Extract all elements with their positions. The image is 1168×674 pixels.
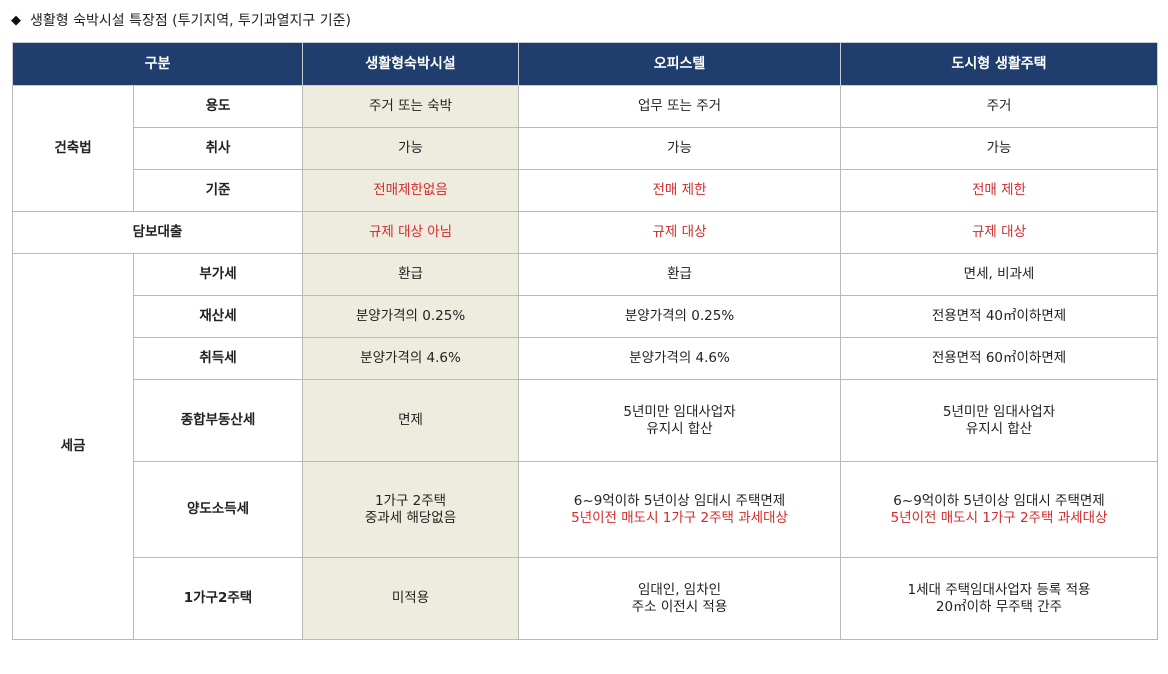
row-label-cooking: 취사 xyxy=(132,127,304,170)
cell-line-emphasis: 5년이전 매도시 1가구 2주택 과세대상 xyxy=(571,509,788,526)
table-row: 건축법 용도 주거 또는 숙박 업무 또는 주거 주거 xyxy=(12,85,1159,212)
cell-acquisition-tax-lodging: 분양가격의 4.6% xyxy=(302,337,520,380)
table-row: 재산세 분양가격의 0.25% 분양가격의 0.25% 전용면적 40㎡이하면제 xyxy=(13,295,1159,338)
table-row: 취사 가능 가능 가능 xyxy=(13,127,1159,170)
group-tax: 세금 xyxy=(12,253,134,640)
row-label-property-tax: 재산세 xyxy=(132,295,304,338)
cell-use-officetel: 업무 또는 주거 xyxy=(518,85,842,128)
cell-capital-gains-tax-lodging: 1가구 2주택 중과세 해당없음 xyxy=(302,461,520,558)
header-urban-housing: 도시형 생활주택 xyxy=(840,42,1159,86)
cell-line: 6~9억이하 5년이상 임대시 주택면제 xyxy=(893,492,1105,509)
table-row: 종합부동산세 면제 5년미만 임대사업자 유지시 합산 5년미만 임대사업자 유… xyxy=(13,379,1159,462)
row-label-comprehensive-tax: 종합부동산세 xyxy=(132,379,304,462)
cell-capital-gains-tax-urban: 6~9억이하 5년이상 임대시 주택면제 5년이전 매도시 1가구 2주택 과세… xyxy=(840,461,1159,558)
cell-cooking-urban: 가능 xyxy=(840,127,1159,170)
cell-capital-gains-tax-officetel: 6~9억이하 5년이상 임대시 주택면제 5년이전 매도시 1가구 2주택 과세… xyxy=(518,461,842,558)
table-row: 세금 부가세 환급 환급 면세, 비과세 xyxy=(12,253,1159,640)
row-label-vat: 부가세 xyxy=(132,253,304,296)
cell-line: 6~9억이하 5년이상 임대시 주택면제 xyxy=(573,492,786,509)
cell-comprehensive-tax-lodging: 면제 xyxy=(302,379,520,462)
group-building-law: 건축법 xyxy=(12,85,134,212)
cell-loan-urban: 규제 대상 xyxy=(840,211,1159,254)
page-title: ◆ 생활형 숙박시설 특장점 (투기지역, 투기과열지구 기준) xyxy=(11,9,351,31)
cell-line: 유지시 합산 xyxy=(965,420,1033,437)
cell-line: 5년미만 임대사업자 xyxy=(942,403,1056,420)
cell-line: 임대인, 임차인 xyxy=(637,581,722,598)
cell-cooking-officetel: 가능 xyxy=(518,127,842,170)
cell-line: 1세대 주택임대사업자 등록 적용 xyxy=(907,581,1091,598)
cell-vat-urban: 면세, 비과세 xyxy=(840,253,1159,296)
cell-line: 중과세 해당없음 xyxy=(364,509,457,526)
cell-vat-lodging: 환급 xyxy=(302,253,520,296)
cell-line: 주소 이전시 적용 xyxy=(631,598,728,615)
table-row: 기준 전매제한없음 전매 제한 전매 제한 xyxy=(13,169,1159,212)
cell-line: 20㎡이하 무주택 간주 xyxy=(935,598,1063,615)
cell-standard-officetel: 전매 제한 xyxy=(518,169,842,212)
cell-line: 1가구 2주택 xyxy=(374,492,447,509)
table-header-row: 구분 생활형숙박시설 오피스텔 도시형 생활주택 xyxy=(11,42,1159,86)
header-category: 구분 xyxy=(11,42,304,86)
page-title-text: 생활형 숙박시설 특장점 (투기지역, 투기과열지구 기준) xyxy=(30,13,351,29)
cell-cooking-lodging: 가능 xyxy=(302,127,520,170)
cell-comprehensive-tax-urban: 5년미만 임대사업자 유지시 합산 xyxy=(840,379,1159,462)
cell-property-tax-lodging: 분양가격의 0.25% xyxy=(302,295,520,338)
row-label-two-homes: 1가구2주택 xyxy=(132,557,304,640)
cell-property-tax-urban: 전용면적 40㎡이하면제 xyxy=(840,295,1159,338)
row-label-capital-gains-tax: 양도소득세 xyxy=(132,461,304,558)
table-row: 취득세 분양가격의 4.6% 분양가격의 4.6% 전용면적 60㎡이하면제 xyxy=(13,337,1159,380)
header-officetel: 오피스텔 xyxy=(518,42,842,86)
cell-line: 유지시 합산 xyxy=(646,420,713,437)
cell-vat-officetel: 환급 xyxy=(518,253,842,296)
cell-use-lodging: 주거 또는 숙박 xyxy=(302,85,520,128)
table-row: 담보대출 규제 대상 아님 규제 대상 규제 대상 xyxy=(11,211,1159,254)
group-collateral-loan: 담보대출 xyxy=(11,211,304,254)
row-label-use: 용도 xyxy=(132,85,304,128)
cell-standard-urban: 전매 제한 xyxy=(840,169,1159,212)
header-lodging: 생활형숙박시설 xyxy=(302,42,520,86)
cell-two-homes-lodging: 미적용 xyxy=(302,557,520,640)
cell-comprehensive-tax-officetel: 5년미만 임대사업자 유지시 합산 xyxy=(518,379,842,462)
cell-acquisition-tax-officetel: 분양가격의 4.6% xyxy=(518,337,842,380)
cell-loan-officetel: 규제 대상 xyxy=(518,211,842,254)
table-row: 양도소득세 1가구 2주택 중과세 해당없음 6~9억이하 5년이상 임대시 주… xyxy=(13,461,1159,558)
cell-line-emphasis: 5년이전 매도시 1가구 2주택 과세대상 xyxy=(890,509,1108,526)
cell-use-urban: 주거 xyxy=(840,85,1159,128)
cell-two-homes-urban: 1세대 주택임대사업자 등록 적용 20㎡이하 무주택 간주 xyxy=(840,557,1159,640)
cell-two-homes-officetel: 임대인, 임차인 주소 이전시 적용 xyxy=(518,557,842,640)
table-row: 1가구2주택 미적용 임대인, 임차인 주소 이전시 적용 1세대 주택임대사업… xyxy=(13,557,1159,640)
cell-loan-lodging: 규제 대상 아님 xyxy=(302,211,520,254)
cell-standard-lodging: 전매제한없음 xyxy=(302,169,520,212)
comparison-table: 구분 생활형숙박시설 오피스텔 도시형 생활주택 건축법 용도 주거 또는 숙박… xyxy=(11,42,1159,640)
cell-line: 5년미만 임대사업자 xyxy=(623,403,736,420)
row-label-standard: 기준 xyxy=(132,169,304,212)
cell-property-tax-officetel: 분양가격의 0.25% xyxy=(518,295,842,338)
diamond-bullet-icon: ◆ xyxy=(11,12,21,28)
row-label-acquisition-tax: 취득세 xyxy=(132,337,304,380)
cell-acquisition-tax-urban: 전용면적 60㎡이하면제 xyxy=(840,337,1159,380)
